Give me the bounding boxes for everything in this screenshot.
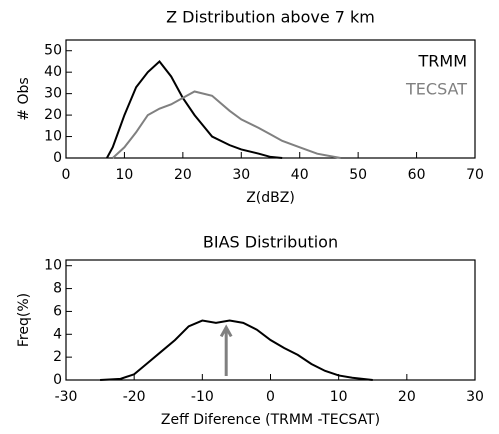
y-tick-label: 10 [44, 129, 62, 145]
x-tick-label: 20 [398, 389, 416, 405]
y-tick-label: 30 [44, 86, 62, 102]
chart-title: BIAS Distribution [203, 233, 338, 252]
x-tick-label: 50 [349, 167, 367, 183]
chart-title: Z Distribution above 7 km [166, 8, 375, 27]
x-axis-label: Z(dBZ) [246, 190, 295, 206]
x-tick-label: 30 [466, 389, 484, 405]
x-tick-label: -30 [55, 389, 78, 405]
x-tick-label: 10 [330, 389, 348, 405]
legend-label: TECSAT [405, 80, 467, 99]
x-tick-label: 10 [116, 167, 134, 183]
x-tick-label: -10 [191, 389, 214, 405]
y-tick-label: 10 [44, 258, 62, 274]
y-tick-label: 4 [53, 326, 62, 342]
x-tick-label: 20 [174, 167, 192, 183]
y-axis-label: Freq(%) [16, 293, 32, 347]
y-tick-label: 50 [44, 43, 62, 59]
y-tick-label: 2 [53, 349, 62, 365]
y-tick-label: 8 [53, 281, 62, 297]
data-line [100, 319, 373, 381]
plot-frame [65, 39, 476, 159]
legend-label: TRMM [418, 52, 468, 71]
data-line [106, 59, 283, 159]
x-tick-label: 40 [291, 167, 309, 183]
arrow [219, 324, 233, 376]
y-tick-label: 40 [44, 64, 62, 80]
x-tick-label: 60 [408, 167, 426, 183]
plot-frame [65, 259, 476, 381]
y-tick-label: 20 [44, 107, 62, 123]
x-tick-label: 0 [266, 389, 275, 405]
y-tick-label: 6 [53, 303, 62, 319]
x-tick-label: -20 [123, 389, 146, 405]
x-tick-label: 0 [62, 167, 71, 183]
x-tick-label: 70 [466, 167, 484, 183]
y-tick-label: 0 [53, 150, 62, 166]
y-axis-label: # Obs [16, 77, 32, 120]
data-line [112, 90, 341, 159]
x-axis-label: Zeff Diference (TRMM -TECSAT) [161, 412, 380, 428]
y-tick-label: 0 [53, 372, 62, 388]
x-tick-label: 30 [232, 167, 250, 183]
